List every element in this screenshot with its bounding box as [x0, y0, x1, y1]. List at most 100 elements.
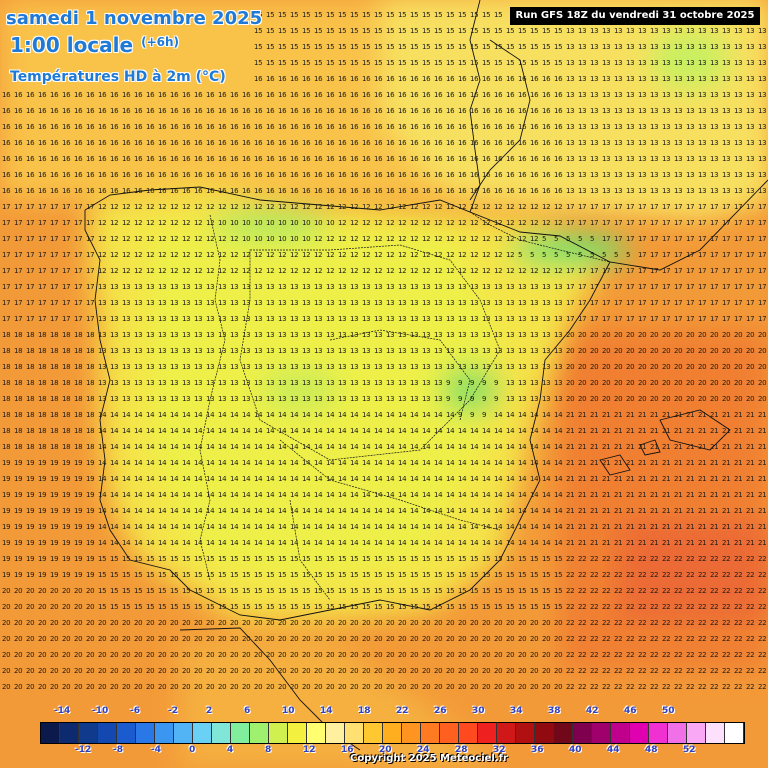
grid-value: 17: [62, 316, 71, 323]
grid-value: 20: [338, 684, 347, 691]
grid-value: 17: [638, 316, 647, 323]
grid-value: 20: [50, 588, 59, 595]
legend-swatch: [725, 723, 744, 743]
grid-value: 13: [590, 28, 599, 35]
grid-value: 20: [602, 396, 611, 403]
grid-value: 16: [86, 92, 95, 99]
legend-tick-label: -4: [151, 745, 161, 755]
grid-value: 16: [254, 92, 263, 99]
grid-value: 15: [494, 60, 503, 67]
grid-value: 16: [434, 108, 443, 115]
grid-value: 13: [362, 332, 371, 339]
grid-value: 13: [146, 332, 155, 339]
grid-value: 15: [374, 60, 383, 67]
grid-value: 14: [422, 524, 431, 531]
grid-value: 13: [602, 108, 611, 115]
grid-value: 13: [338, 284, 347, 291]
grid-value: 12: [326, 268, 335, 275]
grid-value: 13: [326, 396, 335, 403]
grid-value: 13: [518, 332, 527, 339]
grid-value: 20: [638, 380, 647, 387]
grid-value: 12: [446, 204, 455, 211]
grid-value: 13: [638, 44, 647, 51]
grid-value: 13: [602, 172, 611, 179]
grid-value: 13: [506, 284, 515, 291]
grid-value: 17: [614, 236, 623, 243]
grid-value: 16: [2, 124, 11, 131]
grid-value: 12: [410, 252, 419, 259]
grid-value: 16: [134, 124, 143, 131]
grid-value: 16: [518, 188, 527, 195]
grid-value: 20: [542, 652, 551, 659]
forecast-date: samedi 1 novembre 2025: [6, 8, 262, 29]
grid-value: 16: [494, 140, 503, 147]
grid-value: 16: [182, 108, 191, 115]
grid-value: 17: [626, 220, 635, 227]
grid-value: 13: [698, 76, 707, 83]
grid-value: 14: [182, 428, 191, 435]
grid-value: 16: [290, 124, 299, 131]
grid-value: 13: [194, 316, 203, 323]
legend-swatch: [117, 723, 136, 743]
grid-value: 20: [86, 684, 95, 691]
grid-value: 18: [62, 380, 71, 387]
grid-value: 14: [290, 492, 299, 499]
grid-value: 21: [758, 444, 767, 451]
grid-value: 17: [650, 236, 659, 243]
grid-value: 13: [722, 172, 731, 179]
grid-value: 16: [242, 156, 251, 163]
grid-value: 13: [410, 300, 419, 307]
grid-value: 16: [410, 108, 419, 115]
grid-value: 14: [182, 524, 191, 531]
grid-value: 22: [650, 636, 659, 643]
grid-value: 14: [422, 540, 431, 547]
grid-value: 17: [590, 204, 599, 211]
grid-value: 12: [110, 252, 119, 259]
grid-value: 16: [338, 156, 347, 163]
grid-value: 13: [218, 396, 227, 403]
grid-value: 13: [182, 396, 191, 403]
grid-value: 14: [410, 508, 419, 515]
grid-value: 12: [170, 236, 179, 243]
grid-value: 14: [374, 428, 383, 435]
grid-value: 12: [518, 204, 527, 211]
grid-value: 16: [446, 172, 455, 179]
grid-value: 15: [446, 588, 455, 595]
grid-value: 17: [74, 300, 83, 307]
grid-value: 15: [194, 604, 203, 611]
grid-value: 13: [614, 156, 623, 163]
grid-value: 18: [2, 364, 11, 371]
grid-value: 14: [410, 412, 419, 419]
grid-value: 16: [482, 108, 491, 115]
grid-value: 15: [350, 28, 359, 35]
grid-value: 15: [254, 556, 263, 563]
grid-value: 13: [314, 332, 323, 339]
grid-value: 20: [194, 652, 203, 659]
grid-value: 22: [578, 604, 587, 611]
grid-value: 12: [518, 268, 527, 275]
grid-value: 20: [518, 652, 527, 659]
grid-value: 12: [338, 220, 347, 227]
grid-value: 9: [458, 380, 462, 387]
grid-value: 20: [218, 668, 227, 675]
grid-value: 12: [398, 268, 407, 275]
grid-value: 20: [566, 332, 575, 339]
grid-value: 13: [98, 348, 107, 355]
grid-value: 14: [506, 412, 515, 419]
grid-value: 14: [506, 508, 515, 515]
grid-value: 19: [86, 556, 95, 563]
grid-value: 16: [266, 156, 275, 163]
grid-value: 14: [218, 412, 227, 419]
grid-value: 22: [710, 620, 719, 627]
grid-value: 22: [698, 588, 707, 595]
grid-value: 14: [98, 412, 107, 419]
grid-value: 15: [494, 556, 503, 563]
grid-value: 15: [482, 604, 491, 611]
grid-value: 19: [62, 556, 71, 563]
grid-value: 13: [350, 332, 359, 339]
grid-value: 16: [290, 172, 299, 179]
grid-value: 13: [158, 348, 167, 355]
grid-value: 20: [194, 620, 203, 627]
grid-value: 21: [590, 444, 599, 451]
grid-value: 17: [602, 316, 611, 323]
